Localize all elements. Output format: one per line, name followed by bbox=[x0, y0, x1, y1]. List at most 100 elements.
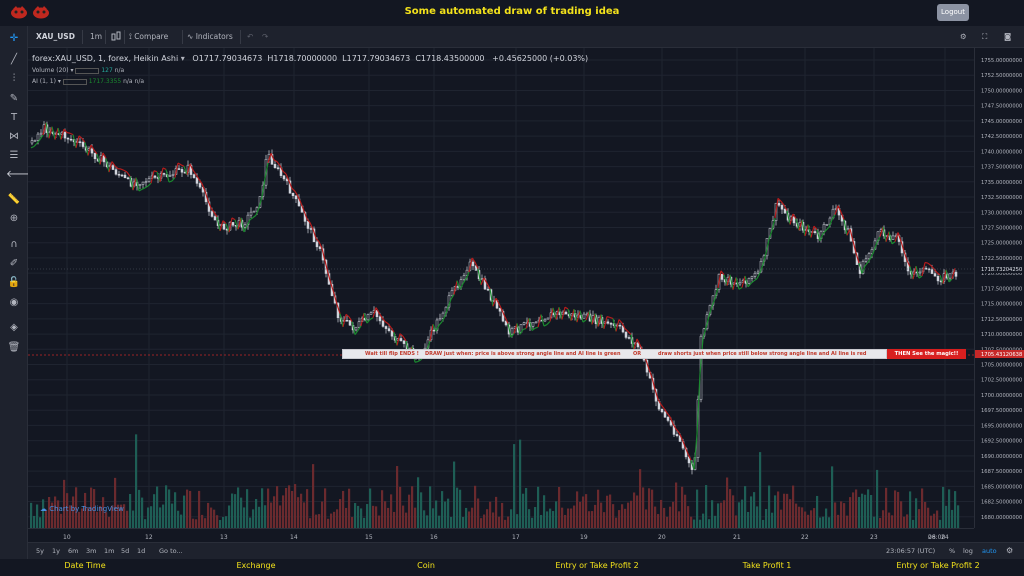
pitchfork-icon[interactable]: ⫶ bbox=[12, 73, 16, 84]
brush-icon[interactable]: ✎ bbox=[9, 93, 19, 104]
candle-body bbox=[147, 178, 151, 182]
percent-toggle[interactable]: % bbox=[949, 547, 956, 555]
goto-button[interactable]: Go to... bbox=[159, 547, 183, 555]
compare-button[interactable]: ⟟ Compare bbox=[129, 26, 168, 48]
volume-bar bbox=[642, 487, 645, 528]
ai-line-segment bbox=[300, 202, 305, 212]
redo-icon[interactable]: ↷ bbox=[262, 32, 269, 41]
fullscreen-icon[interactable]: ⛶ bbox=[982, 32, 988, 41]
ai-legend[interactable]: AI (1, 1) ▾ 1717.3355 n/a n/a bbox=[32, 78, 144, 85]
magnet-icon[interactable]: ∩ bbox=[10, 239, 18, 250]
lock-icon[interactable]: 🔓 bbox=[7, 277, 21, 288]
clock[interactable]: 23:06:57 (UTC) bbox=[886, 547, 936, 555]
candle-body bbox=[276, 167, 280, 169]
price-chart[interactable] bbox=[28, 48, 974, 533]
arrow-icon[interactable]: 🡐 bbox=[6, 169, 33, 180]
ai-line-segment bbox=[942, 269, 947, 284]
volume-legend[interactable]: Volume (20) ▾ 127 n/a bbox=[32, 67, 124, 74]
ai-line-segment bbox=[780, 200, 785, 206]
settings-icon[interactable]: ⚙ bbox=[1006, 546, 1014, 555]
tradingview-watermark[interactable]: ☁ Chart by TradingView bbox=[40, 505, 124, 513]
volume-bar bbox=[360, 508, 363, 528]
range-5d[interactable]: 5d bbox=[121, 547, 130, 555]
volume-na: n/a bbox=[114, 67, 125, 74]
camera-icon[interactable]: ◙ bbox=[1004, 32, 1012, 41]
ruler-icon[interactable]: 📏 bbox=[7, 194, 21, 205]
volume-bar bbox=[156, 486, 159, 528]
chart-style-icon[interactable] bbox=[111, 26, 121, 48]
symbol-search[interactable]: XAU_USD bbox=[36, 32, 75, 41]
range-3m[interactable]: 3m bbox=[86, 547, 97, 555]
ai-line-segment bbox=[507, 323, 512, 338]
ai-line-segment bbox=[471, 257, 476, 263]
fib-icon[interactable]: ☰ bbox=[9, 150, 19, 161]
trash-icon[interactable]: 🗑 bbox=[7, 342, 21, 353]
ai-line-segment bbox=[240, 217, 245, 233]
magic-label[interactable]: THEN See the magic!! bbox=[887, 349, 966, 359]
ai-line-segment bbox=[186, 163, 191, 175]
ai-line-segment bbox=[279, 165, 284, 172]
volume-bar bbox=[891, 515, 894, 528]
volume-bar bbox=[33, 515, 36, 528]
range-6m[interactable]: 6m bbox=[68, 547, 79, 555]
range-5y[interactable]: 5y bbox=[36, 547, 44, 555]
ai-line-segment bbox=[459, 283, 464, 290]
ai-line-segment bbox=[132, 177, 137, 191]
candle-body bbox=[210, 211, 214, 217]
ai-line-segment bbox=[63, 128, 68, 133]
dropdown-icon[interactable]: ▾ bbox=[70, 67, 74, 74]
ai-line-segment bbox=[588, 311, 593, 325]
ai-line-segment bbox=[426, 340, 431, 351]
ai-line-segment bbox=[693, 434, 698, 470]
ai-line-segment bbox=[543, 324, 548, 327]
undo-icon[interactable]: ↶ bbox=[247, 32, 254, 41]
candle-body bbox=[510, 328, 514, 335]
dropdown-icon[interactable]: ▾ bbox=[57, 78, 61, 85]
ai-line-segment bbox=[738, 286, 743, 290]
cursor-icon[interactable]: ✛ bbox=[9, 33, 19, 44]
pattern-icon[interactable]: ⋈ bbox=[9, 131, 19, 142]
eye-icon[interactable]: ◉ bbox=[9, 297, 19, 308]
ai-line-segment bbox=[69, 132, 74, 136]
price-axis[interactable]: 1755.00000000 1752.50000000 1750.00000000 1… bbox=[974, 48, 1024, 536]
text-icon[interactable]: T bbox=[10, 112, 18, 123]
legend-actions[interactable] bbox=[62, 78, 87, 85]
volume-bar bbox=[618, 510, 621, 528]
volume-bar bbox=[489, 501, 492, 528]
volume-bar bbox=[357, 505, 360, 528]
time-axis[interactable]: 10 12 13 14 15 16 17 19 20 21 22 23 24 26 08:00 bbox=[28, 528, 974, 542]
legend-actions[interactable] bbox=[75, 67, 100, 74]
auto-toggle[interactable]: auto bbox=[982, 547, 997, 555]
volume-bar bbox=[300, 493, 303, 528]
ai-line-segment bbox=[93, 149, 98, 155]
zoom-icon[interactable]: ⊕ bbox=[9, 213, 19, 224]
lock-drawings-icon[interactable]: ✐ bbox=[9, 258, 19, 269]
log-toggle[interactable]: log bbox=[963, 547, 973, 555]
main-series-legend[interactable]: forex:XAU_USD, 1, forex, Heikin Ashi ▾ O… bbox=[32, 54, 588, 63]
current-price-label: 1718.73204250 bbox=[981, 267, 1022, 273]
ai-line-segment bbox=[579, 310, 584, 323]
annotation-wait: Wait till flip ENDS ! bbox=[365, 351, 419, 357]
volume-bar bbox=[492, 512, 495, 528]
volume-bar bbox=[234, 494, 237, 528]
range-1d[interactable]: 1d bbox=[137, 547, 146, 555]
dropdown-icon[interactable]: ▾ bbox=[180, 54, 185, 63]
indicators-button[interactable]: ∿ Indicators bbox=[187, 26, 233, 48]
layers-icon[interactable]: ◈ bbox=[10, 322, 18, 333]
logout-button[interactable]: Logout bbox=[937, 4, 969, 21]
range-1m[interactable]: 1m bbox=[104, 547, 115, 555]
volume-bar bbox=[468, 511, 471, 528]
chart-pane[interactable] bbox=[28, 48, 974, 533]
range-1y[interactable]: 1y bbox=[52, 547, 60, 555]
trade-idea-annotation[interactable]: Wait till flip ENDS ! DRAW just when: pr… bbox=[342, 349, 887, 359]
candle-body bbox=[846, 228, 850, 231]
volume-bar bbox=[819, 517, 822, 528]
ai-line-segment bbox=[846, 228, 851, 236]
settings-icon[interactable]: ⚙ bbox=[960, 32, 967, 41]
candle-body bbox=[93, 152, 97, 160]
trend-line-icon[interactable]: ╱ bbox=[10, 54, 18, 65]
ai-line-segment bbox=[225, 223, 230, 233]
interval-button[interactable]: 1m bbox=[90, 32, 103, 41]
volume-bar bbox=[309, 518, 312, 528]
volume-bar bbox=[723, 500, 726, 528]
